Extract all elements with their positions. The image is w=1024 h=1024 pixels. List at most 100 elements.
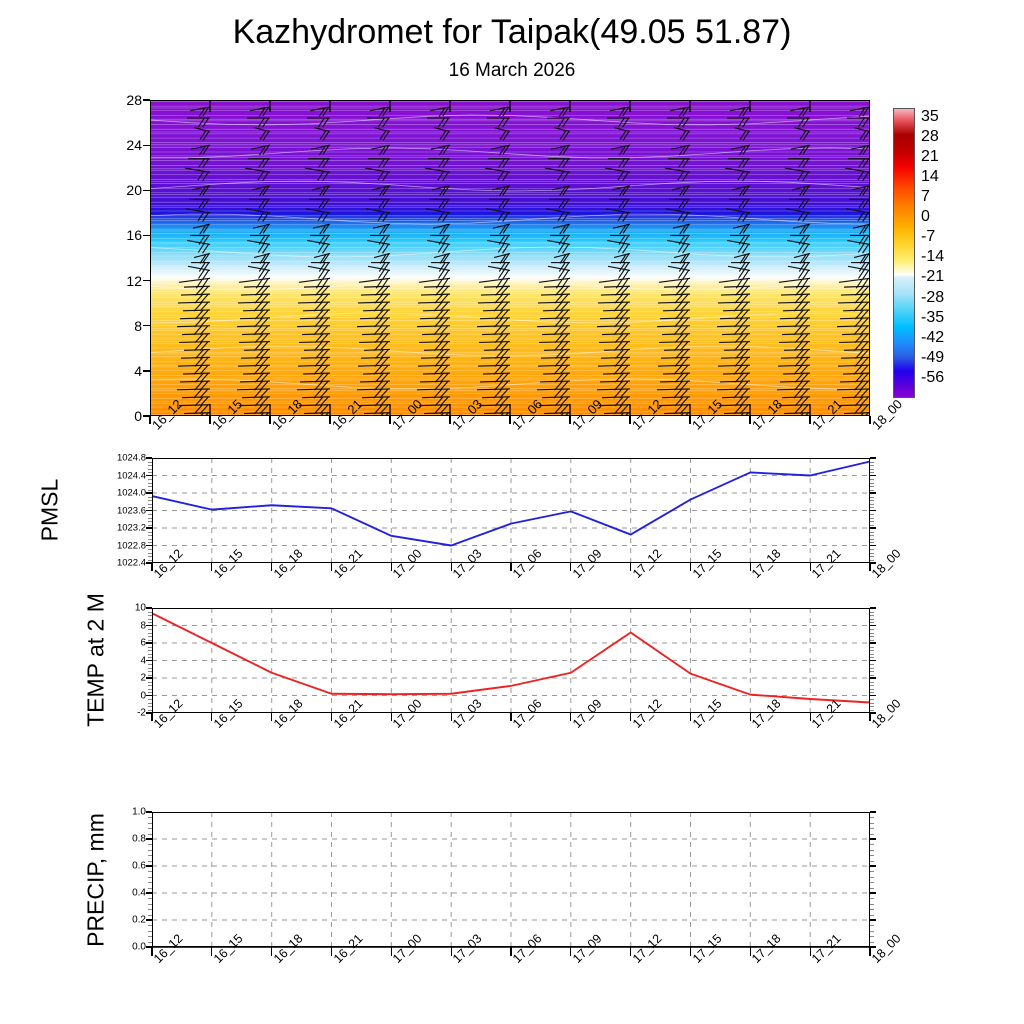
colorbar-tick-label: -35 (921, 308, 945, 326)
y-minor-tick-right (870, 618, 874, 620)
y-tick (146, 474, 152, 477)
x-tick (330, 563, 333, 571)
y-minor-tick-right (870, 507, 874, 508)
y-minor-tick (148, 667, 152, 669)
y-tick (146, 892, 152, 894)
x-tick (450, 713, 452, 721)
y-minor-tick (148, 855, 152, 857)
y-tick-label: 1.0 (132, 806, 146, 818)
y-minor-tick (148, 618, 152, 620)
y-minor-tick-right (870, 646, 874, 648)
y-minor-tick-right (870, 468, 874, 470)
y-tick-label: 0.8 (132, 833, 146, 845)
y-minor-tick-right (870, 681, 874, 683)
y-minor-tick (148, 611, 152, 613)
y-minor-tick (148, 685, 152, 686)
pmsl-panel-frame (152, 458, 870, 563)
x-tick (509, 416, 511, 424)
y-minor-tick-right (870, 622, 874, 623)
sounding-y-tick (143, 370, 150, 372)
y-minor-tick-right (870, 472, 874, 473)
y-minor-tick (148, 496, 152, 498)
y-minor-tick (148, 828, 152, 830)
x-tick (570, 947, 572, 956)
y-minor-tick (148, 622, 152, 623)
y-minor-tick (148, 538, 152, 540)
page-subtitle: 16 March 2026 (448, 60, 576, 81)
x-tick (329, 416, 331, 424)
x-tick (209, 416, 211, 424)
y-minor-tick-right (870, 482, 874, 484)
y-minor-tick (148, 657, 152, 658)
y-minor-tick (148, 639, 152, 641)
y-minor-tick-right (870, 699, 874, 700)
y-tick (146, 509, 152, 512)
y-minor-tick (148, 465, 152, 466)
colorbar-tick-label: 14 (921, 167, 939, 185)
y-tick (146, 811, 152, 813)
pmsl-panel (151, 458, 871, 563)
y-minor-tick (148, 636, 152, 637)
y-minor-tick-right (870, 903, 874, 905)
x-tick (211, 563, 213, 571)
y-minor-tick (148, 646, 152, 648)
x-tick (570, 563, 572, 571)
x-tick (809, 563, 811, 571)
y-minor-tick (148, 482, 152, 484)
y-tick-right (870, 694, 876, 697)
y-minor-tick (148, 552, 152, 554)
y-minor-tick (148, 500, 152, 501)
x-tick (749, 947, 751, 956)
x-tick (869, 947, 871, 956)
sounding-y-tick (143, 279, 150, 282)
x-tick-label: 18_00 (869, 546, 904, 581)
sounding-y-tick-label: 20 (126, 182, 142, 199)
x-tick (689, 416, 691, 424)
x-tick (211, 713, 213, 721)
y-minor-tick (148, 517, 152, 519)
y-minor-tick-right (870, 538, 874, 540)
y-tick-right (870, 607, 876, 609)
x-tick (149, 416, 151, 424)
y-minor-tick (148, 524, 152, 526)
y-tick-label: 1022.4 (116, 557, 146, 569)
y-minor-tick-right (870, 702, 874, 704)
y-tick (146, 659, 152, 662)
wind-barbs-layer (150, 100, 870, 416)
y-minor-tick-right (870, 629, 874, 630)
x-tick (689, 563, 692, 571)
y-tick-right (870, 457, 876, 459)
y-minor-tick-right (870, 925, 874, 927)
y-tick-right (870, 677, 876, 679)
x-tick (271, 713, 273, 721)
y-minor-tick-right (870, 817, 874, 819)
y-tick-label: 0.2 (132, 914, 146, 926)
y-minor-tick (148, 489, 152, 491)
y-minor-tick-right (870, 941, 874, 943)
y-tick (146, 677, 152, 679)
colorbar-tick-label: -21 (921, 268, 945, 286)
y-minor-tick (148, 486, 152, 487)
y-minor-tick-right (870, 639, 874, 641)
y-tick-label: 1024.0 (116, 487, 146, 499)
x-tick (869, 713, 871, 721)
y-tick (146, 838, 152, 840)
x-tick (569, 416, 571, 424)
sounding-y-tick (143, 415, 150, 417)
y-minor-tick-right (870, 833, 874, 835)
y-tick-label: 10 (134, 602, 146, 614)
y-tick-right (870, 838, 876, 840)
y-tick-right (870, 474, 876, 477)
x-tick (630, 947, 632, 956)
y-tick-right (870, 712, 876, 714)
x-tick (809, 947, 811, 956)
y-minor-tick (148, 860, 152, 862)
x-tick (630, 713, 632, 721)
y-minor-tick-right (870, 489, 874, 491)
y-tick (146, 694, 152, 697)
y-minor-tick (148, 542, 152, 543)
x-tick (389, 416, 391, 424)
y-minor-tick (148, 817, 152, 819)
y-minor-tick-right (870, 521, 874, 522)
